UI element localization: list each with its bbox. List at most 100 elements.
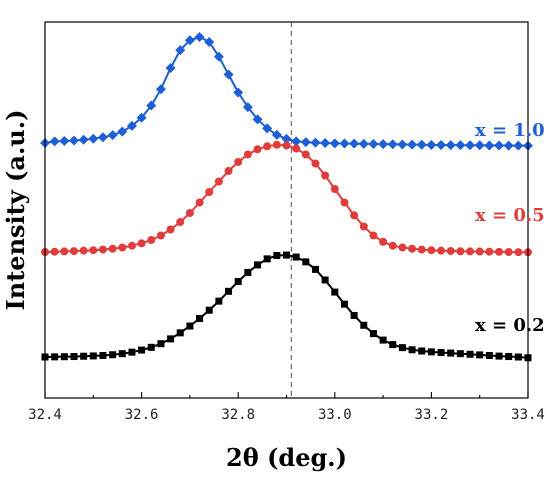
- series-label: x = 1.0: [475, 120, 545, 141]
- series-1: [41, 140, 532, 257]
- data-point: [176, 218, 185, 226]
- data-point: [147, 343, 155, 351]
- plot-frame: [44, 21, 529, 399]
- data-point: [408, 244, 417, 253]
- data-point: [417, 245, 426, 254]
- data-point: [147, 236, 156, 244]
- data-point: [446, 246, 455, 255]
- data-point: [89, 246, 98, 255]
- data-point: [291, 136, 302, 147]
- data-point: [271, 129, 282, 140]
- data-point: [184, 35, 195, 46]
- data-point: [165, 63, 176, 74]
- data-point: [60, 247, 69, 256]
- data-point: [97, 132, 108, 143]
- data-point: [466, 350, 474, 358]
- data-point: [80, 352, 88, 360]
- data-point: [398, 243, 407, 252]
- data-point: [302, 258, 310, 266]
- x-tick-label: 32.8: [221, 407, 255, 423]
- data-point: [242, 102, 253, 113]
- data-point: [389, 341, 397, 349]
- data-point: [475, 247, 484, 256]
- data-point: [387, 139, 398, 150]
- data-point: [155, 84, 166, 95]
- series-line: [44, 143, 529, 254]
- data-point: [495, 352, 503, 360]
- data-point: [513, 140, 524, 151]
- series-line: [44, 35, 529, 147]
- data-point: [407, 139, 418, 150]
- data-point: [427, 246, 436, 255]
- data-point: [514, 353, 522, 361]
- data-point: [349, 138, 360, 149]
- data-point: [331, 288, 339, 296]
- data-point: [465, 140, 476, 151]
- data-point: [358, 138, 369, 149]
- data-point: [350, 311, 358, 319]
- data-point: [485, 247, 494, 256]
- data-point: [225, 287, 233, 295]
- data-point: [98, 245, 107, 254]
- data-point: [175, 45, 186, 56]
- data-point: [234, 278, 242, 285]
- data-point: [476, 351, 484, 359]
- data-point: [485, 351, 493, 359]
- data-point: [70, 353, 78, 361]
- data-point: [350, 211, 359, 220]
- data-point: [456, 247, 465, 256]
- data-point: [310, 137, 321, 148]
- data-point: [466, 247, 475, 256]
- series-line: [44, 254, 529, 359]
- data-point: [223, 69, 234, 80]
- data-point: [281, 133, 292, 144]
- data-point: [196, 314, 204, 322]
- series-label: x = 0.5: [475, 205, 545, 226]
- data-point: [195, 198, 204, 207]
- data-point: [300, 137, 311, 148]
- data-point: [292, 253, 300, 261]
- data-point: [233, 87, 244, 98]
- data-point: [263, 142, 272, 151]
- data-point: [474, 140, 485, 151]
- data-point: [455, 140, 466, 151]
- data-point: [49, 136, 60, 147]
- data-point: [311, 265, 319, 273]
- data-point: [89, 352, 97, 360]
- data-point: [427, 348, 435, 356]
- data-point: [447, 349, 455, 357]
- data-point: [156, 231, 165, 240]
- data-point: [437, 246, 446, 255]
- data-point: [146, 100, 157, 111]
- data-point: [340, 198, 349, 207]
- series-2: [41, 251, 532, 362]
- data-point: [205, 306, 213, 314]
- data-point: [282, 141, 291, 150]
- data-point: [137, 239, 146, 248]
- data-point: [214, 177, 223, 186]
- data-point: [484, 140, 495, 151]
- x-tick-label: 33.2: [415, 407, 449, 423]
- data-point: [504, 248, 513, 256]
- data-point: [224, 167, 233, 175]
- data-point: [495, 247, 504, 256]
- data-point: [321, 276, 329, 284]
- data-point: [360, 321, 368, 329]
- x-tick-label: 33.4: [511, 407, 545, 423]
- data-point: [408, 346, 416, 354]
- data-point: [514, 248, 523, 257]
- data-point: [117, 126, 128, 137]
- data-point: [107, 130, 118, 141]
- series-0: [40, 32, 533, 151]
- series-layer: [40, 32, 533, 362]
- data-point: [68, 135, 79, 146]
- data-point: [204, 36, 215, 47]
- data-point: [126, 120, 137, 131]
- data-point: [254, 261, 262, 269]
- data-point: [292, 144, 301, 153]
- data-point: [234, 158, 243, 166]
- data-point: [50, 247, 59, 256]
- data-point: [99, 351, 107, 359]
